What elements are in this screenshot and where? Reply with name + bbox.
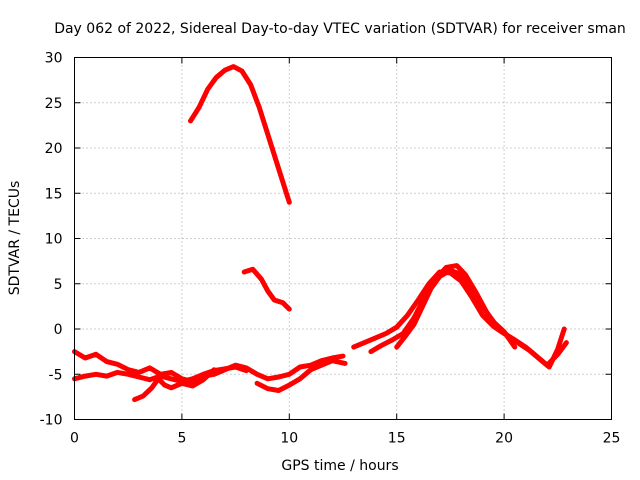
y-tick-label: 5 [54, 277, 63, 293]
y-tick-label: -10 [40, 413, 63, 429]
tick-labels: 0 5 10 15 20 25 -10 -5 0 5 10 15 20 25 30 [40, 51, 621, 447]
series-layer [72, 64, 569, 403]
y-tick-label: -5 [49, 367, 63, 383]
y-tick-label: 30 [45, 51, 63, 67]
x-tick-label: 5 [177, 431, 186, 447]
y-tick-label: 25 [45, 96, 63, 112]
chart-title: Day 062 of 2022, Sidereal Day-to-day VTE… [54, 21, 626, 37]
series-line-arc-rise-c [394, 267, 518, 350]
ticks [74, 57, 612, 420]
x-tick-label: 0 [70, 431, 79, 447]
grid [74, 57, 612, 420]
y-tick-label: 10 [45, 232, 63, 248]
series-line-arc-high [188, 64, 292, 205]
y-tick-label: 0 [54, 322, 63, 338]
x-axis-label: GPS time / hours [281, 458, 398, 474]
series-line-arc-rise-b [368, 263, 567, 370]
series-line-arc-low-b [72, 364, 249, 384]
y-axis-label: SDTVAR / TECUs [7, 181, 23, 296]
x-tick-label: 25 [603, 431, 621, 447]
x-tick-label: 20 [495, 431, 513, 447]
series-line-arc-low-d [254, 358, 348, 393]
x-tick-label: 15 [388, 431, 406, 447]
y-tick-label: 15 [45, 186, 63, 202]
series-line-arc-low-c [132, 367, 217, 403]
x-tick-label: 10 [280, 431, 298, 447]
y-tick-label: 20 [45, 141, 63, 157]
series-line-arc-rise-a [351, 269, 569, 368]
series-line-arc-mid [241, 266, 292, 312]
